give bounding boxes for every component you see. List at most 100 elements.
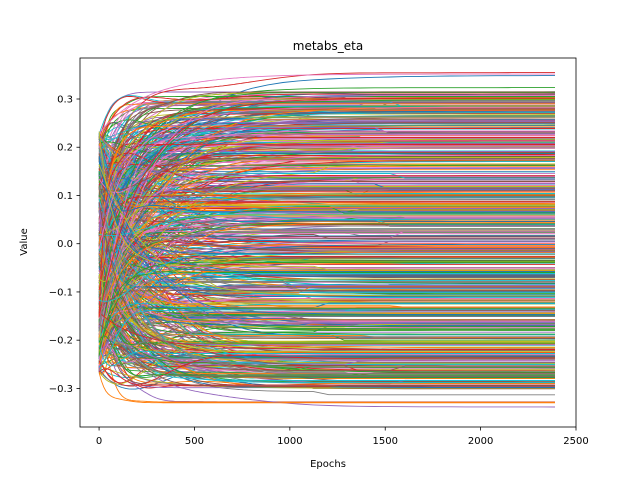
series-line [98,203,555,341]
series-line [98,91,555,236]
series-line [99,261,555,319]
series-line [98,158,555,192]
series-line [98,214,555,282]
series-line [98,195,555,273]
series-line [98,206,555,336]
series-line [98,136,555,227]
series-line [98,143,555,209]
series-line [98,354,555,387]
series-line [98,233,555,335]
series-line [98,204,555,346]
series-line [98,160,555,252]
series-line [98,247,555,378]
series-line [98,227,555,269]
series-line [98,93,555,147]
y-tick-label: 0.2 [57,143,73,154]
series-line [98,327,555,367]
series-line [98,119,555,232]
series-line [98,152,555,186]
series-line [98,335,555,377]
series-line [98,345,555,367]
y-tick-label: 0.0 [57,239,73,250]
series-line [99,225,555,325]
series-line [98,302,555,340]
series-line [98,197,555,355]
series-line [99,339,555,388]
series-line [98,202,555,367]
series-line [98,323,555,388]
x-tick-label: 2000 [468,436,493,447]
series-line [98,251,555,282]
series-line [99,290,555,307]
series-line [98,125,555,319]
series-line [98,372,555,404]
series-line [98,159,555,234]
series-line [98,94,556,361]
series-line [98,253,555,302]
x-tick-label: 500 [185,436,204,447]
series-line [98,164,555,297]
series-line [98,344,555,367]
series-line [98,301,555,347]
series-line [98,198,555,299]
series-line [98,155,555,213]
series-line [98,155,555,251]
series-line [98,189,555,207]
series-line [98,172,555,310]
y-axis-label: Value [19,228,30,255]
series-line [98,141,555,355]
series-line [98,157,555,343]
y-tick-label: 0.3 [57,95,73,106]
series-line [99,138,555,235]
series-line [98,253,555,308]
series-line [98,318,555,403]
series-line [98,186,555,332]
series-line [99,178,555,233]
series-line [98,203,555,298]
series-line [98,186,555,375]
series-line [98,261,555,350]
series-line [98,107,555,249]
series-line [98,147,555,368]
series-line [98,131,555,271]
series-line [98,95,555,141]
series-line [98,127,555,226]
series-line [98,240,555,312]
series-line [98,245,555,342]
chart-title: metabs_eta [293,39,363,53]
series-line [98,312,555,350]
series-layer [98,72,556,408]
series-line [98,136,556,205]
x-tick-label: 2500 [563,436,588,447]
series-line [98,134,555,319]
series-line [98,100,555,330]
series-line [98,342,555,386]
y-tick-label: −0.2 [49,336,73,347]
y-tick-label: −0.1 [49,287,73,298]
series-line [98,310,555,324]
y-axis: −0.3 −0.2 −0.1 0.0 0.1 0.2 0.3 [49,95,80,395]
x-tick-label: 1000 [277,436,302,447]
series-line [98,308,555,345]
series-line [98,175,555,351]
series-line [98,296,556,408]
series-line [98,230,555,324]
series-line [98,135,555,339]
series-line [98,103,555,153]
series-line [98,128,555,224]
series-line [99,338,555,365]
series-line [98,299,555,370]
series-line [98,130,555,223]
series-line [98,263,555,372]
x-axis: 0 500 1000 1500 2000 2500 [96,427,589,447]
series-line [98,309,555,368]
series-line [98,73,555,134]
y-tick-label: 0.1 [57,191,73,202]
series-line [98,256,555,376]
series-line [98,106,555,365]
series-line [98,223,555,362]
plot-frame [79,57,577,428]
series-line [98,142,555,328]
y-tick-label: −0.3 [49,384,73,395]
